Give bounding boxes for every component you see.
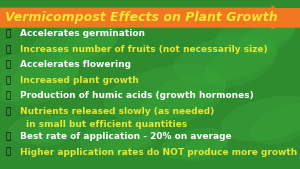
Text: Higher application rates do NOT produce more growth: Higher application rates do NOT produce … xyxy=(20,148,297,157)
Text: 🔥: 🔥 xyxy=(5,132,10,141)
Text: Vermicompost Effects on Plant Growth: Vermicompost Effects on Plant Growth xyxy=(5,11,277,24)
Ellipse shape xyxy=(221,96,300,140)
Ellipse shape xyxy=(239,21,295,55)
Ellipse shape xyxy=(104,123,160,157)
Ellipse shape xyxy=(250,103,300,145)
Text: 🔥: 🔥 xyxy=(5,45,10,54)
Ellipse shape xyxy=(0,51,79,101)
Text: Accelerates germination: Accelerates germination xyxy=(20,29,145,38)
Ellipse shape xyxy=(104,65,226,121)
Text: Accelerates flowering: Accelerates flowering xyxy=(20,61,130,69)
Ellipse shape xyxy=(2,59,79,106)
Ellipse shape xyxy=(30,115,82,147)
Text: 🔥: 🔥 xyxy=(5,148,10,157)
Ellipse shape xyxy=(58,29,118,65)
Text: 🔥: 🔥 xyxy=(5,61,10,69)
Text: 🔥: 🔥 xyxy=(5,29,10,38)
Text: 🔥: 🔥 xyxy=(5,76,10,85)
Ellipse shape xyxy=(8,110,82,143)
Text: 🔥: 🔥 xyxy=(5,91,10,100)
Ellipse shape xyxy=(181,133,229,162)
Ellipse shape xyxy=(161,128,229,159)
Text: Production of humic acids (growth hormones): Production of humic acids (growth hormon… xyxy=(20,91,253,100)
Text: Nutrients released slowly (as needed): Nutrients released slowly (as needed) xyxy=(20,107,214,116)
Text: 🔥: 🔥 xyxy=(5,107,10,116)
Text: Increased plant growth: Increased plant growth xyxy=(20,76,138,85)
Ellipse shape xyxy=(215,16,295,52)
Ellipse shape xyxy=(32,23,118,62)
FancyArrow shape xyxy=(0,5,288,30)
Bar xyxy=(0,8,300,27)
Ellipse shape xyxy=(173,36,277,83)
Ellipse shape xyxy=(204,43,277,87)
Ellipse shape xyxy=(80,117,160,153)
Text: Best rate of application - 20% on average: Best rate of application - 20% on averag… xyxy=(20,132,231,141)
Ellipse shape xyxy=(140,74,226,126)
Text: Increases number of fruits (not necessarily size): Increases number of fruits (not necessar… xyxy=(20,45,267,54)
Text: in small but efficient quantities: in small but efficient quantities xyxy=(26,120,187,129)
